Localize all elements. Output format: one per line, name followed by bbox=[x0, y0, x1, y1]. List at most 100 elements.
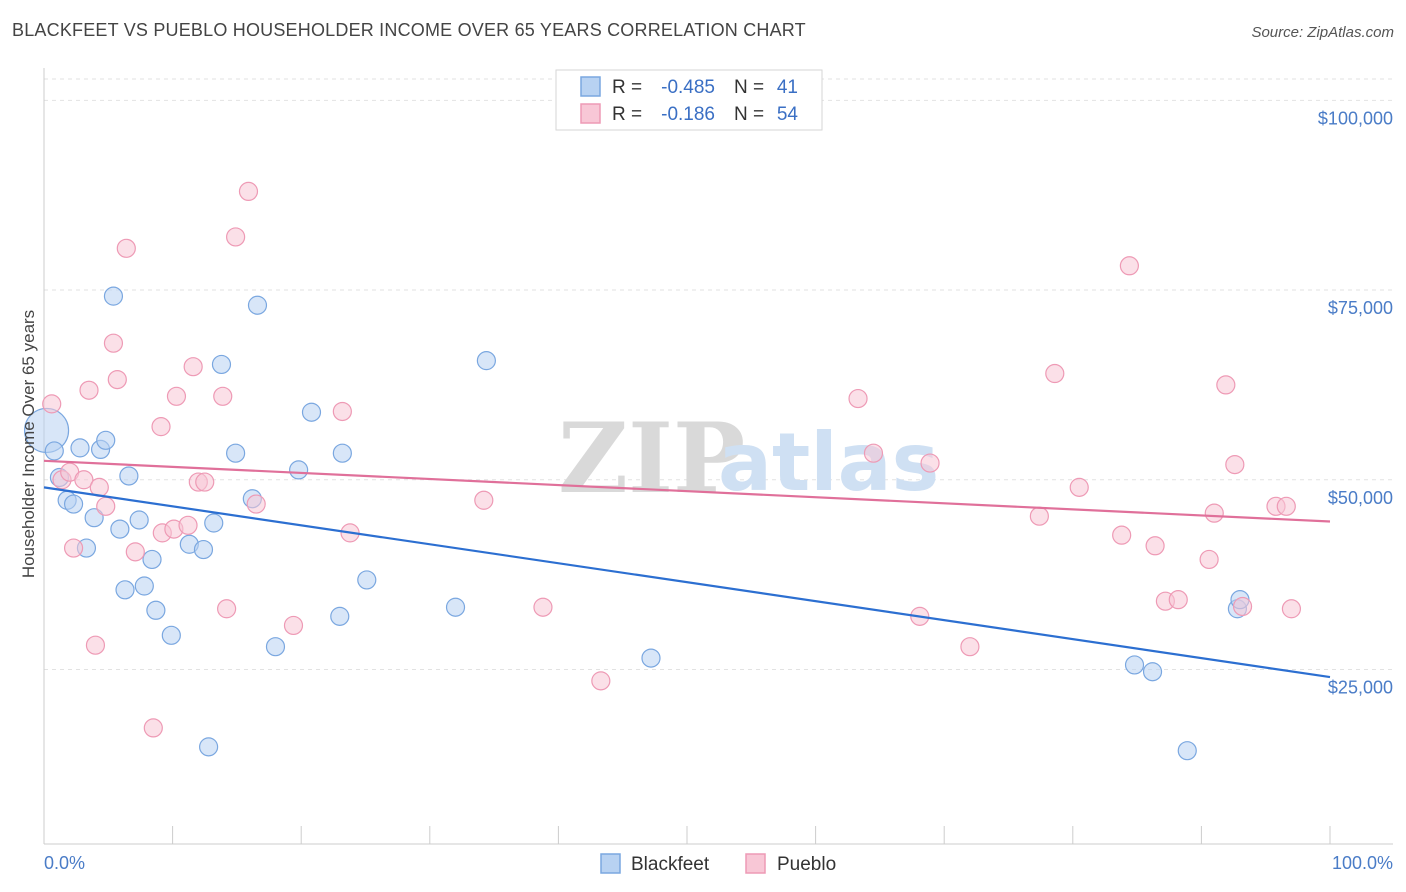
pueblo-point-38 bbox=[1029, 506, 1049, 526]
axes-layer bbox=[43, 68, 1393, 845]
y-axis-label: Householder Income Over 65 years bbox=[19, 310, 38, 578]
blackfeet-point-24 bbox=[226, 443, 246, 463]
y-tick-labels: $25,000 $50,000 $75,000 $100,000 bbox=[1318, 108, 1393, 697]
blackfeet-point-35 bbox=[641, 648, 661, 668]
y-tick-label-2: $75,000 bbox=[1328, 298, 1393, 318]
legend-n-label-blackfeet: N = bbox=[734, 77, 764, 98]
pueblo-point-14 bbox=[151, 417, 171, 437]
trendlines-layer bbox=[43, 459, 1331, 679]
blackfeet-point-1 bbox=[44, 441, 64, 461]
pueblo-point-19 bbox=[183, 357, 203, 377]
blackfeet-point-18 bbox=[161, 625, 181, 645]
points-layer bbox=[23, 181, 1302, 761]
blackfeet-point-37 bbox=[1142, 662, 1163, 682]
pueblo-point-21 bbox=[195, 472, 215, 492]
pueblo-point-12 bbox=[125, 542, 145, 562]
x-tick-left: 0.0% bbox=[44, 853, 85, 873]
blackfeet-point-36 bbox=[1124, 655, 1145, 675]
y-tick-label-0: $25,000 bbox=[1328, 677, 1393, 697]
pueblo-point-45 bbox=[1168, 590, 1188, 610]
pueblo-point-9 bbox=[103, 333, 124, 353]
legend-r-value-blackfeet: -0.485 bbox=[661, 77, 715, 98]
blackfeet-point-14 bbox=[129, 510, 149, 530]
blackfeet-point-9 bbox=[96, 430, 116, 450]
pueblo-point-27 bbox=[283, 615, 304, 636]
pueblo-point-13 bbox=[143, 718, 163, 738]
blackfeet-point-16 bbox=[142, 549, 162, 570]
pueblo-point-36 bbox=[920, 453, 940, 473]
blackfeet-point-38 bbox=[1177, 741, 1197, 761]
pueblo-point-28 bbox=[332, 401, 352, 422]
pueblo-point-32 bbox=[591, 671, 611, 691]
legend-bottom-label-blackfeet: Blackfeet bbox=[631, 854, 710, 875]
blackfeet-point-22 bbox=[204, 513, 224, 533]
blackfeet-point-26 bbox=[247, 295, 268, 315]
blackfeet-point-20 bbox=[193, 539, 214, 560]
blackfeet-point-34 bbox=[476, 351, 496, 371]
blackfeet-point-27 bbox=[265, 637, 286, 657]
legend-series: Blackfeet Pueblo bbox=[600, 853, 836, 875]
pueblo-point-17 bbox=[166, 386, 187, 406]
blackfeet-point-17 bbox=[146, 600, 166, 620]
pueblo-point-26 bbox=[246, 494, 266, 514]
legend-n-value-pueblo: 54 bbox=[777, 104, 799, 125]
pueblo-point-46 bbox=[1199, 549, 1219, 570]
pueblo-point-49 bbox=[1225, 454, 1245, 475]
pueblo-point-33 bbox=[848, 388, 868, 409]
legend-r-label-blackfeet: R = bbox=[612, 77, 642, 98]
pueblo-point-22 bbox=[213, 386, 233, 406]
y-tick-label-3: $100,000 bbox=[1318, 108, 1393, 128]
pueblo-point-39 bbox=[1045, 363, 1065, 384]
pueblo-point-37 bbox=[960, 637, 980, 657]
pueblo-point-31 bbox=[533, 597, 553, 617]
legend-r-value-pueblo: -0.186 bbox=[661, 104, 715, 125]
blackfeet-point-29 bbox=[301, 402, 322, 422]
pueblo-point-8 bbox=[96, 496, 116, 516]
watermark-zip: ZIP bbox=[558, 402, 745, 515]
pueblo-point-23 bbox=[217, 599, 237, 619]
blackfeet-point-10 bbox=[103, 286, 124, 306]
blackfeet-point-23 bbox=[211, 354, 232, 375]
blackfeet-point-5 bbox=[70, 438, 90, 458]
pueblo-point-11 bbox=[116, 238, 136, 258]
legend-swatch-blackfeet bbox=[580, 76, 601, 97]
pueblo-point-47 bbox=[1204, 503, 1224, 523]
blackfeet-point-31 bbox=[332, 443, 352, 463]
legend-n-value-blackfeet: 41 bbox=[777, 77, 798, 98]
pueblo-point-4 bbox=[74, 470, 94, 490]
pueblo-point-41 bbox=[1112, 525, 1132, 545]
blackfeet-point-21 bbox=[199, 737, 219, 757]
pueblo-point-43 bbox=[1145, 536, 1165, 556]
grid-layer bbox=[44, 78, 1393, 670]
pueblo-point-10 bbox=[107, 370, 127, 390]
pueblo-point-40 bbox=[1069, 477, 1089, 497]
pueblo-point-25 bbox=[238, 181, 259, 202]
blackfeet-point-7 bbox=[84, 508, 104, 528]
legend-stats: R = -0.485 N = 41 R = -0.186 N = 54 bbox=[555, 69, 823, 131]
x-tick-right: 100.0% bbox=[1332, 853, 1393, 873]
legend-bottom-swatch-blackfeet bbox=[600, 853, 621, 874]
blackfeet-point-28 bbox=[289, 460, 309, 480]
legend-n-label-pueblo: N = bbox=[734, 104, 764, 125]
blackfeet-trendline bbox=[43, 486, 1331, 679]
pueblo-point-42 bbox=[1119, 256, 1139, 276]
pueblo-point-50 bbox=[1232, 596, 1253, 617]
legend-r-label-pueblo: R = bbox=[612, 104, 642, 125]
pueblo-point-48 bbox=[1216, 375, 1236, 395]
blackfeet-point-33 bbox=[445, 597, 466, 617]
pueblo-point-18 bbox=[178, 515, 198, 535]
blackfeet-point-11 bbox=[110, 519, 130, 539]
blackfeet-point-4 bbox=[63, 494, 84, 514]
legend-bottom-swatch-pueblo bbox=[745, 853, 766, 874]
blackfeet-point-30 bbox=[330, 606, 350, 626]
blackfeet-point-12 bbox=[115, 580, 135, 600]
pueblo-point-24 bbox=[226, 227, 246, 247]
pueblo-point-0 bbox=[42, 394, 62, 414]
legend-bottom-label-pueblo: Pueblo bbox=[777, 854, 836, 875]
pueblo-trendline bbox=[43, 459, 1331, 523]
source-label: Source: ZipAtlas.com bbox=[1251, 24, 1394, 41]
pueblo-point-3 bbox=[63, 538, 84, 558]
legend-swatch-pueblo bbox=[580, 103, 601, 124]
blackfeet-point-32 bbox=[357, 570, 377, 590]
